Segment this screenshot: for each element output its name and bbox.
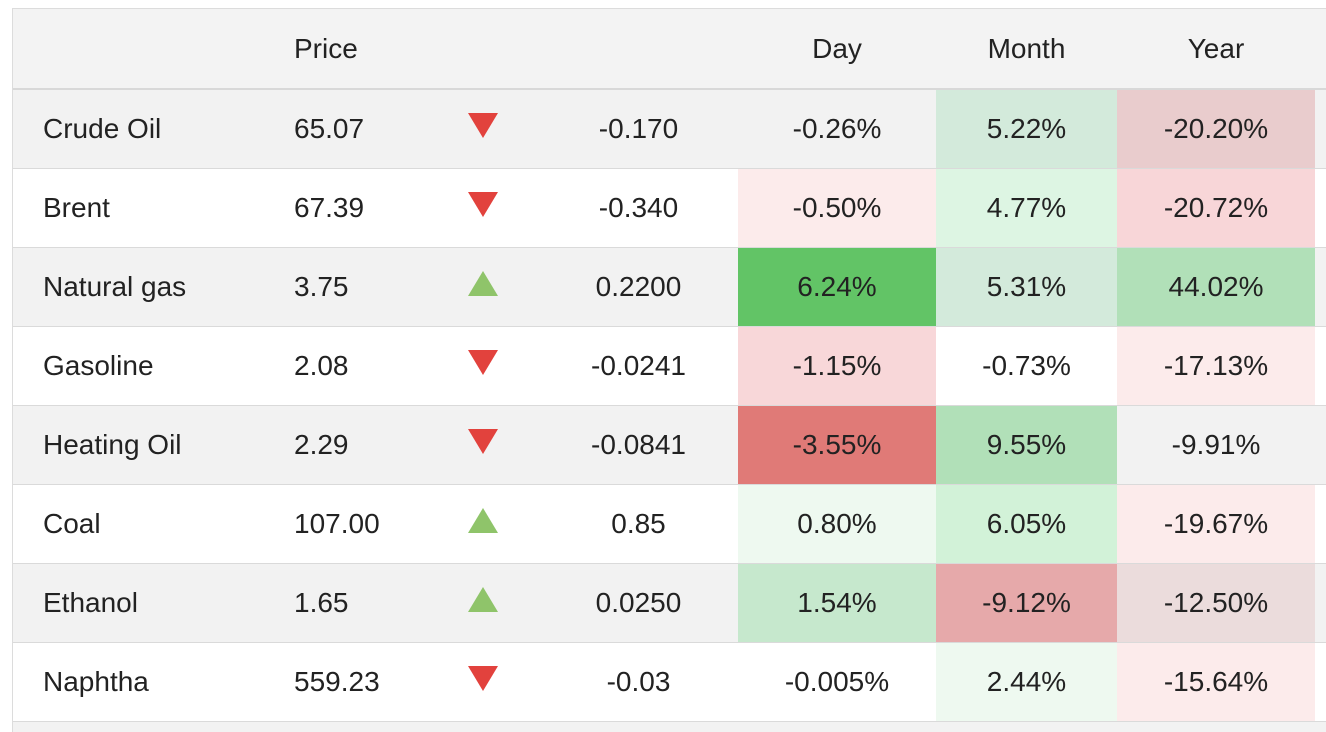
change-cell: -0.03 <box>539 642 738 722</box>
row-pad <box>1315 168 1326 248</box>
day-change-cell: -1.15% <box>738 326 936 406</box>
month-change-cell: 9.55% <box>936 405 1117 485</box>
change-cell: 0.2200 <box>539 247 738 327</box>
table-row[interactable]: Naphtha 559.23 -0.03 -0.005% 2.44% -15.6… <box>13 642 1326 722</box>
year-change-cell: -15.64% <box>1117 642 1315 722</box>
row-pad <box>1315 563 1326 643</box>
arrow-up-icon <box>467 271 498 296</box>
change-cell: -0.340 <box>539 168 738 248</box>
table-row[interactable]: Natural gas 3.75 0.2200 6.24% 5.31% 44.0… <box>13 247 1326 327</box>
commodity-name-link[interactable]: Crude Oil <box>13 89 264 169</box>
change-cell: -0.0241 <box>539 326 738 406</box>
row-pad <box>1315 89 1326 169</box>
price-cell: 559.23 <box>264 642 426 722</box>
table-row[interactable]: Gasoline 2.08 -0.0241 -1.15% -0.73% -17.… <box>13 326 1326 406</box>
month-change-cell: 2.44% <box>936 642 1117 722</box>
row-pad <box>1315 642 1326 722</box>
price-cell: 3.75 <box>264 247 426 327</box>
commodities-table-container: Price Day Month Year Crude Oil 65.07 -0.… <box>12 8 1326 732</box>
change-cell: 0.85 <box>539 484 738 564</box>
arrow-down-icon <box>467 666 498 691</box>
table-row-partial <box>13 721 1326 732</box>
table-row[interactable]: Coal 107.00 0.85 0.80% 6.05% -19.67% <box>13 484 1326 564</box>
day-change-cell: 1.54% <box>738 563 936 643</box>
year-change-cell: -20.72% <box>1117 168 1315 248</box>
price-cell: 2.29 <box>264 405 426 485</box>
day-change-cell: -0.50% <box>738 168 936 248</box>
price-cell: 107.00 <box>264 484 426 564</box>
row-pad <box>1315 405 1326 485</box>
commodity-name-link[interactable]: Heating Oil <box>13 405 264 485</box>
change-cell: -0.170 <box>539 89 738 169</box>
commodity-name-link[interactable]: Ethanol <box>13 563 264 643</box>
direction-cell <box>426 642 539 722</box>
price-cell: 67.39 <box>264 168 426 248</box>
year-change-cell: -9.91% <box>1117 405 1315 485</box>
arrow-down-icon <box>467 113 498 138</box>
commodity-name-link[interactable]: Natural gas <box>13 247 264 327</box>
month-change-cell: 4.77% <box>936 168 1117 248</box>
header-day[interactable]: Day <box>738 9 936 90</box>
header-name <box>13 9 264 90</box>
row-pad <box>1315 326 1326 406</box>
month-change-cell: 5.31% <box>936 247 1117 327</box>
direction-cell <box>426 484 539 564</box>
direction-cell <box>426 563 539 643</box>
day-change-cell: -3.55% <box>738 405 936 485</box>
arrow-down-icon <box>467 429 498 454</box>
price-cell: 1.65 <box>264 563 426 643</box>
price-cell: 2.08 <box>264 326 426 406</box>
row-pad <box>1315 484 1326 564</box>
direction-cell <box>426 89 539 169</box>
month-change-cell: 6.05% <box>936 484 1117 564</box>
header-change <box>539 9 738 90</box>
arrow-up-icon <box>467 587 498 612</box>
header-price[interactable]: Price <box>264 9 426 90</box>
direction-cell <box>426 405 539 485</box>
price-cell: 65.07 <box>264 89 426 169</box>
year-change-cell: -20.20% <box>1117 89 1315 169</box>
day-change-cell: 0.80% <box>738 484 936 564</box>
header-row: Price Day Month Year <box>13 9 1326 90</box>
year-change-cell: -17.13% <box>1117 326 1315 406</box>
arrow-up-icon <box>467 508 498 533</box>
year-change-cell: 44.02% <box>1117 247 1315 327</box>
row-pad <box>1315 247 1326 327</box>
year-change-cell: -12.50% <box>1117 563 1315 643</box>
commodity-name-link[interactable]: Brent <box>13 168 264 248</box>
header-arrow <box>426 9 539 90</box>
partial-row-cell <box>13 721 1326 732</box>
arrow-down-icon <box>467 192 498 217</box>
commodity-name-link[interactable]: Gasoline <box>13 326 264 406</box>
table-body: Crude Oil 65.07 -0.170 -0.26% 5.22% -20.… <box>13 89 1326 732</box>
day-change-cell: -0.005% <box>738 642 936 722</box>
direction-cell <box>426 326 539 406</box>
table-row[interactable]: Heating Oil 2.29 -0.0841 -3.55% 9.55% -9… <box>13 405 1326 485</box>
month-change-cell: 5.22% <box>936 89 1117 169</box>
change-cell: -0.0841 <box>539 405 738 485</box>
year-change-cell: -19.67% <box>1117 484 1315 564</box>
direction-cell <box>426 247 539 327</box>
header-pad <box>1315 9 1326 90</box>
commodity-name-link[interactable]: Naphtha <box>13 642 264 722</box>
change-cell: 0.0250 <box>539 563 738 643</box>
commodities-table: Price Day Month Year Crude Oil 65.07 -0.… <box>13 9 1326 732</box>
day-change-cell: 6.24% <box>738 247 936 327</box>
header-year[interactable]: Year <box>1117 9 1315 90</box>
month-change-cell: -0.73% <box>936 326 1117 406</box>
day-change-cell: -0.26% <box>738 89 936 169</box>
header-month[interactable]: Month <box>936 9 1117 90</box>
direction-cell <box>426 168 539 248</box>
table-row[interactable]: Crude Oil 65.07 -0.170 -0.26% 5.22% -20.… <box>13 89 1326 169</box>
table-row[interactable]: Ethanol 1.65 0.0250 1.54% -9.12% -12.50% <box>13 563 1326 643</box>
month-change-cell: -9.12% <box>936 563 1117 643</box>
commodity-name-link[interactable]: Coal <box>13 484 264 564</box>
table-row[interactable]: Brent 67.39 -0.340 -0.50% 4.77% -20.72% <box>13 168 1326 248</box>
arrow-down-icon <box>467 350 498 375</box>
